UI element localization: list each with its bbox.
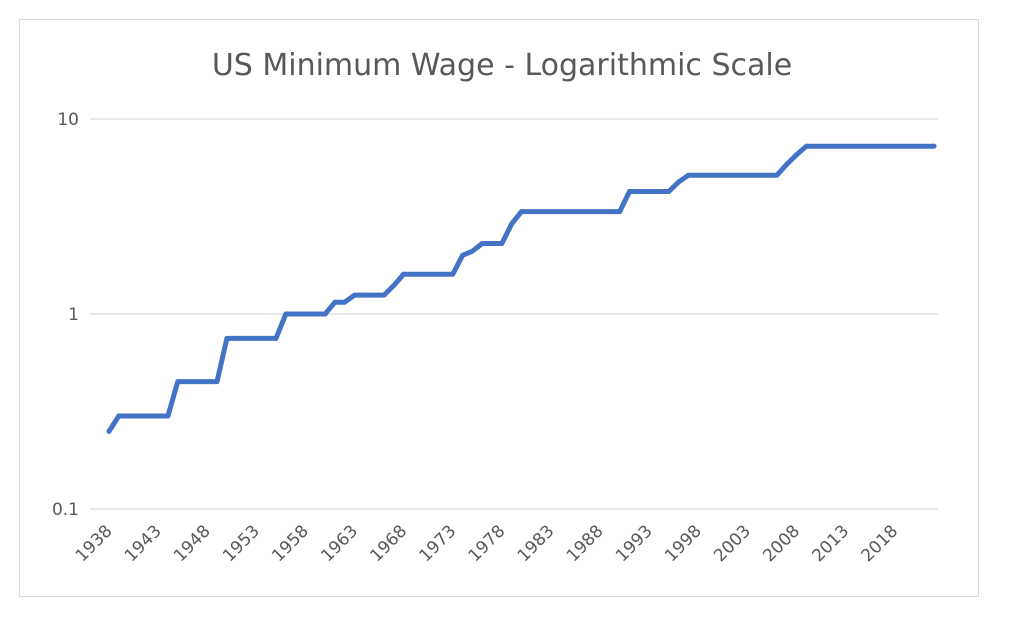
gridlines bbox=[90, 118, 938, 510]
data-point bbox=[509, 221, 515, 227]
x-tick-label: 1978 bbox=[465, 521, 510, 566]
data-point bbox=[342, 299, 348, 305]
x-tick-label: 2013 bbox=[808, 521, 853, 566]
data-point bbox=[283, 311, 289, 317]
y-tick-label: 0.1 bbox=[52, 500, 79, 520]
x-tick-label: 1963 bbox=[317, 521, 362, 566]
data-point bbox=[214, 379, 220, 384]
data-point bbox=[617, 209, 623, 215]
data-point bbox=[450, 271, 456, 277]
data-point bbox=[803, 143, 809, 149]
data-point bbox=[519, 209, 524, 215]
x-tick-label: 1938 bbox=[72, 521, 117, 566]
data-point bbox=[627, 189, 632, 194]
data-point bbox=[401, 271, 406, 277]
x-tick-label: 2018 bbox=[858, 521, 903, 566]
data-point bbox=[784, 162, 790, 167]
data-point bbox=[794, 152, 799, 158]
series-line-0 bbox=[106, 143, 937, 434]
data-point bbox=[273, 336, 279, 341]
x-tick-label: 1968 bbox=[366, 521, 411, 566]
y-tick-label: 10 bbox=[57, 110, 79, 130]
x-tick-label: 1998 bbox=[661, 521, 706, 566]
data-point bbox=[322, 311, 328, 317]
x-tick-label: 1973 bbox=[416, 521, 461, 566]
series-layer bbox=[106, 143, 937, 434]
x-tick-label: 1948 bbox=[170, 521, 215, 566]
x-tick-label: 1958 bbox=[268, 521, 313, 566]
data-point bbox=[165, 413, 171, 419]
data-point bbox=[352, 292, 357, 298]
chart-title: US Minimum Wage - Logarithmic Scale bbox=[212, 48, 792, 83]
data-point bbox=[175, 379, 181, 384]
x-tick-label: 1953 bbox=[219, 521, 264, 566]
x-tick-label: 1993 bbox=[612, 521, 657, 566]
y-tick-label: 1 bbox=[68, 305, 79, 325]
data-point bbox=[774, 172, 780, 178]
data-point bbox=[676, 179, 681, 185]
x-tick-label: 1988 bbox=[563, 521, 608, 566]
data-point bbox=[224, 336, 230, 341]
data-point bbox=[666, 189, 672, 194]
x-tick-label: 2003 bbox=[710, 521, 755, 566]
x-axis-ticks: 1938 1943 1948 1953 1958 1963 1968 1973 1978 1983… bbox=[72, 521, 902, 566]
data-point bbox=[479, 241, 485, 246]
y-axis-ticks: 0.1 1 10 bbox=[52, 110, 79, 520]
data-point bbox=[460, 252, 465, 258]
data-point bbox=[381, 292, 387, 298]
chart-frame: US Minimum Wage - Logarithmic Scale 0.1 1… bbox=[19, 19, 979, 597]
x-tick-label: 1943 bbox=[121, 521, 166, 566]
data-point bbox=[391, 283, 397, 288]
data-point bbox=[686, 172, 691, 178]
x-tick-label: 1983 bbox=[514, 521, 559, 566]
data-point bbox=[116, 413, 122, 419]
data-point bbox=[106, 429, 112, 434]
data-point bbox=[931, 143, 937, 149]
x-tick-label: 2008 bbox=[759, 521, 804, 566]
chart-svg: US Minimum Wage - Logarithmic Scale 0.11… bbox=[52, 48, 938, 566]
data-point bbox=[332, 299, 338, 305]
data-point bbox=[470, 248, 475, 254]
data-point bbox=[499, 241, 505, 246]
